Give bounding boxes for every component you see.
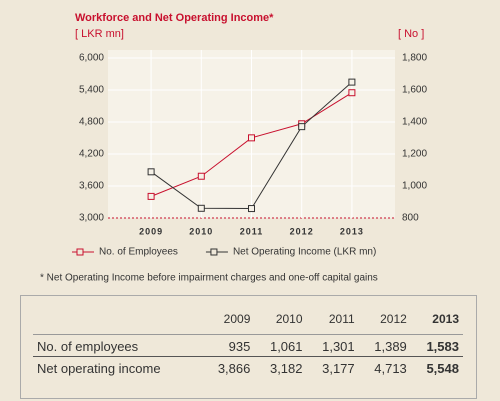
marker bbox=[197, 204, 205, 212]
legend-label: Net Operating Income (LKR mn) bbox=[233, 247, 376, 258]
header-cell: 2010 bbox=[254, 306, 307, 335]
header-cell: 2013 bbox=[410, 306, 463, 335]
y2-tick-label: 1,000 bbox=[402, 181, 427, 192]
x-tick-label: 2012 bbox=[290, 226, 314, 236]
y2-tick-label: 1,800 bbox=[402, 53, 427, 64]
cell: 3,177 bbox=[322, 361, 355, 376]
y-tick-label: 6,000 bbox=[79, 53, 104, 64]
legend-label: No. of Employees bbox=[99, 247, 178, 258]
x-tick-label: 2013 bbox=[340, 226, 364, 236]
marker bbox=[248, 134, 255, 142]
row-label: Net operating income bbox=[37, 361, 161, 376]
table-row: No. of employees 935 1,061 1,301 1,389 1,583 bbox=[33, 334, 463, 357]
marker bbox=[348, 89, 356, 97]
marker bbox=[197, 172, 205, 180]
marker bbox=[147, 192, 155, 200]
y2-tick-label: 1,200 bbox=[402, 149, 427, 160]
header-cell bbox=[33, 306, 203, 335]
header-cell: 2009 bbox=[202, 306, 255, 335]
footnote: * Net Operating Income before impairment… bbox=[40, 273, 378, 284]
y2-axis-label: [ No ] bbox=[398, 28, 424, 40]
cell: 1,301 bbox=[306, 334, 359, 357]
chart-title: Workforce and Net Operating Income* bbox=[75, 12, 274, 24]
cell: 1,061 bbox=[254, 334, 307, 357]
marker bbox=[248, 205, 255, 213]
cell: 5,548 bbox=[426, 361, 459, 376]
y2-tick-label: 1,600 bbox=[402, 85, 427, 96]
chart: Workforce and Net Operating Income* [ LK… bbox=[40, 12, 427, 284]
cell: 3,182 bbox=[269, 361, 303, 376]
y-axis-label: [ LKR mn] bbox=[75, 28, 124, 40]
cell: 4,713 bbox=[374, 361, 407, 376]
table: 2009 2010 2011 2012 2013 No. of employees 935 1… bbox=[33, 306, 463, 378]
cell: 935 bbox=[202, 334, 255, 357]
cell: 1,389 bbox=[358, 334, 411, 357]
row-label: No. of employees bbox=[33, 334, 203, 357]
marker bbox=[348, 78, 356, 86]
x-tick-label: 2011 bbox=[240, 226, 264, 236]
y-tick-label: 5,400 bbox=[79, 85, 104, 96]
data-table: 2009 2010 2011 2012 2013 No. of employees 935 1… bbox=[20, 295, 477, 399]
x-tick-label: 2009 bbox=[139, 226, 163, 236]
y-tick-label: 4,800 bbox=[79, 117, 104, 128]
x-tick-label: 2010 bbox=[189, 226, 213, 236]
cell: 3,866 bbox=[217, 361, 251, 376]
header-cell: 2011 bbox=[306, 306, 359, 335]
y2-tick-label: 800 bbox=[402, 213, 419, 224]
table-row: Net operating income 3,866 3,182 3,177 4,713… bbox=[33, 357, 463, 379]
header-cell: 2012 bbox=[358, 306, 411, 335]
y-tick-label: 3,600 bbox=[79, 181, 104, 192]
y-tick-label: 4,200 bbox=[79, 149, 104, 160]
y2-tick-label: 1,400 bbox=[402, 117, 427, 128]
y-tick-label: 3,000 bbox=[79, 213, 104, 224]
marker bbox=[298, 123, 306, 131]
legend-marker bbox=[210, 248, 218, 256]
legend-marker bbox=[76, 248, 84, 256]
cell: 1,583 bbox=[410, 334, 463, 357]
marker bbox=[147, 168, 155, 176]
